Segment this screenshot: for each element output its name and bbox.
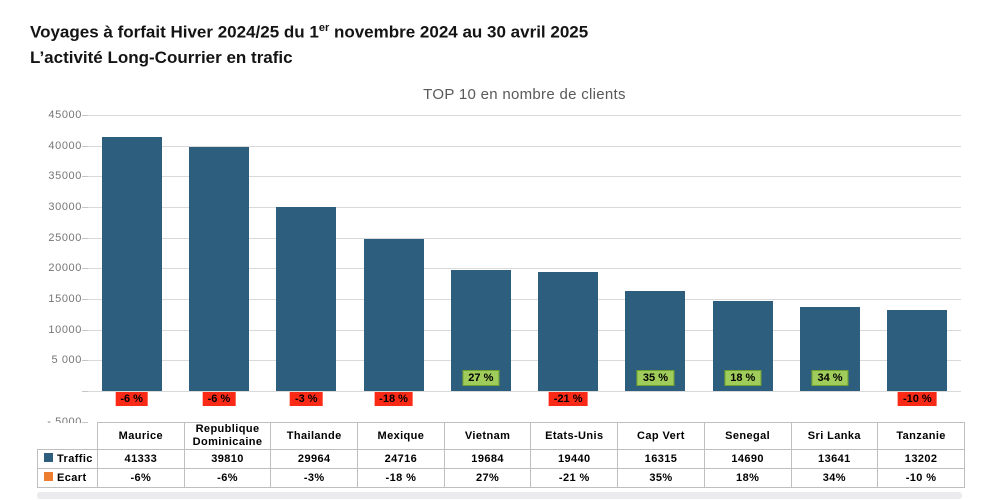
traffic-cell: 24716 (357, 449, 445, 469)
traffic-bar-mexique (363, 239, 424, 391)
y-tick (82, 176, 88, 178)
traffic-bar-etats-unis (538, 271, 599, 391)
ecart-label: 35 % (636, 370, 674, 386)
y-tick-label: 30000 (48, 201, 82, 213)
chart-title: TOP 10 en nombre de clients (423, 86, 626, 103)
traffic-cell: 19440 (530, 449, 619, 469)
y-tick-label: 25000 (48, 231, 82, 244)
y-tick-label: 5 000 (51, 354, 82, 367)
y-tick (82, 391, 88, 392)
y-gridline (88, 176, 961, 178)
y-tick-label: 10000 (48, 323, 82, 336)
y-gridline (88, 329, 961, 331)
table-header-cell: Thailande (270, 422, 359, 450)
traffic-cell: 41333 (97, 449, 185, 469)
y-gridline (88, 299, 961, 300)
traffic-cell: 13641 (790, 449, 879, 469)
table-header-cell: Cap Vert (617, 422, 705, 450)
legend-key-traffic (44, 453, 53, 463)
ecart-cell: 34% (790, 468, 879, 488)
legend-ecart: Ecart (37, 468, 98, 488)
y-gridline (88, 237, 961, 239)
ecart-cell: 27% (443, 468, 532, 488)
ecart-label: 27 % (462, 370, 500, 386)
y-gridline (88, 360, 961, 362)
ecart-label: 18 % (724, 370, 762, 386)
ecart-label: -6 % (202, 392, 236, 406)
ecart-cell: -18 % (357, 468, 445, 488)
y-tick (82, 268, 88, 270)
y-tick (82, 421, 88, 423)
page-title: Voyages à forfait Hiver 2024/25 du 1er n… (30, 16, 588, 70)
table-corner-cell (37, 422, 98, 450)
traffic-cell: 19684 (443, 449, 532, 469)
ecart-label: 34 % (811, 370, 849, 386)
traffic-cell: 14690 (703, 449, 792, 469)
y-tick (82, 237, 88, 239)
y-tick (82, 329, 88, 331)
ecart-cell: -6% (97, 468, 185, 488)
legend-key-ecart (44, 472, 53, 482)
traffic-bar-republique-dominicaine (188, 146, 249, 391)
footer-strip (37, 492, 962, 499)
y-tick (82, 207, 88, 208)
table-header-cell: Etats-Unis (530, 422, 619, 450)
ecart-label: -18 % (374, 392, 413, 406)
y-gridline (88, 145, 961, 147)
ecart-label: -21 % (548, 392, 588, 406)
ecart-cell: -21 % (530, 468, 619, 488)
ecart-cell: 18% (703, 468, 792, 488)
y-tick (82, 360, 88, 362)
y-gridline (88, 115, 961, 116)
y-tick (82, 299, 88, 300)
table-header-cell: Maurice (97, 422, 185, 450)
table-header-cell: Vietnam (443, 422, 532, 450)
table-header-cell: Republique Dominicaine (183, 422, 272, 450)
y-gridline (88, 268, 961, 270)
traffic-bar-maurice (101, 137, 162, 391)
table-header-cell: Mexique (357, 422, 445, 450)
data-table: Maurice Republique Dominicaine Thailande Me… (37, 422, 965, 488)
ecart-cell: 35% (617, 468, 705, 488)
table-header-cell: Sri Lanka (790, 422, 879, 450)
ecart-label: -3 % (289, 392, 323, 406)
page-title-line1: Voyages à forfait Hiver 2024/25 du 1er n… (30, 22, 589, 42)
traffic-bar-tanzanie (887, 310, 948, 391)
traffic-cell: 16315 (617, 449, 705, 469)
y-tick-label: 35000 (48, 170, 82, 183)
y-tick (82, 145, 88, 147)
y-gridline (88, 391, 961, 392)
y-tick-label: 40000 (48, 139, 82, 152)
table-header-cell: Tanzanie (877, 422, 965, 450)
ecart-label: -6 % (115, 392, 148, 406)
traffic-cell: 13202 (877, 449, 965, 469)
traffic-cell: 39810 (183, 449, 272, 469)
superscript-er: er (318, 22, 330, 34)
ecart-cell: -3% (270, 468, 359, 488)
ecart-label: -10 % (897, 392, 937, 406)
table-header-cell: Senegal (703, 422, 792, 450)
ecart-cell: -6% (183, 468, 272, 488)
y-tick-label: 45000 (48, 109, 82, 121)
y-gridline (88, 207, 961, 208)
y-tick (82, 115, 88, 116)
legend-traffic: Traffic (37, 449, 98, 469)
traffic-bar-thailande (276, 207, 337, 391)
page-title-line2: L’activité Long-Courrier en trafic (30, 47, 293, 67)
y-tick-label: 15000 (48, 293, 82, 305)
traffic-cell: 29964 (270, 449, 359, 469)
ecart-cell: -10 % (877, 468, 965, 488)
y-tick-label: 20000 (48, 262, 82, 275)
